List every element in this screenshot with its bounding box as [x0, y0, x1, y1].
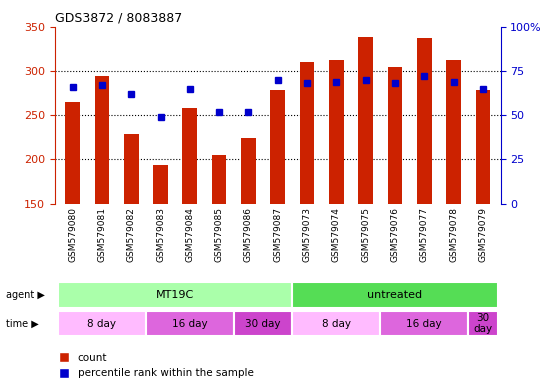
Text: GSM579085: GSM579085 [214, 207, 224, 262]
Bar [446, 60, 461, 204]
Bar [95, 76, 109, 204]
Bar [468, 311, 498, 336]
Text: GSM579086: GSM579086 [244, 207, 253, 262]
Text: 30 day: 30 day [245, 318, 281, 329]
Bar [293, 282, 498, 308]
Bar [153, 165, 168, 204]
Bar [388, 67, 402, 204]
Text: GSM579084: GSM579084 [185, 207, 194, 262]
Text: untreated: untreated [367, 290, 422, 300]
Text: GSM579074: GSM579074 [332, 207, 341, 262]
Bar [300, 62, 315, 204]
Text: GSM579073: GSM579073 [302, 207, 311, 262]
Text: GSM579077: GSM579077 [420, 207, 429, 262]
Text: MT19C: MT19C [156, 290, 194, 300]
Text: GSM579083: GSM579083 [156, 207, 165, 262]
Bar [58, 282, 293, 308]
Text: 16 day: 16 day [406, 318, 442, 329]
Text: GSM579081: GSM579081 [97, 207, 106, 262]
Bar [183, 108, 197, 204]
Bar [146, 311, 234, 336]
Bar [417, 38, 432, 204]
Text: 16 day: 16 day [172, 318, 208, 329]
Text: GSM579078: GSM579078 [449, 207, 458, 262]
Text: GDS3872 / 8083887: GDS3872 / 8083887 [55, 11, 182, 24]
Bar [124, 134, 139, 204]
Bar [476, 91, 490, 204]
Bar [293, 311, 381, 336]
Text: GSM579076: GSM579076 [390, 207, 399, 262]
Bar [65, 102, 80, 204]
Text: GSM579087: GSM579087 [273, 207, 282, 262]
Text: 8 day: 8 day [322, 318, 351, 329]
Text: GSM579075: GSM579075 [361, 207, 370, 262]
Text: GSM579080: GSM579080 [68, 207, 77, 262]
Text: GSM579082: GSM579082 [126, 207, 136, 262]
Bar [329, 60, 344, 204]
Bar [271, 91, 285, 204]
Text: agent ▶: agent ▶ [6, 290, 45, 300]
Text: time ▶: time ▶ [6, 318, 38, 329]
Bar [234, 311, 293, 336]
Bar [212, 155, 227, 204]
Bar [58, 311, 146, 336]
Bar [359, 38, 373, 204]
Bar [381, 311, 468, 336]
Text: 8 day: 8 day [87, 318, 117, 329]
Legend: count, percentile rank within the sample: count, percentile rank within the sample [54, 349, 257, 382]
Text: GSM579079: GSM579079 [478, 207, 487, 262]
Bar [241, 138, 256, 204]
Text: 30
day: 30 day [474, 313, 492, 334]
